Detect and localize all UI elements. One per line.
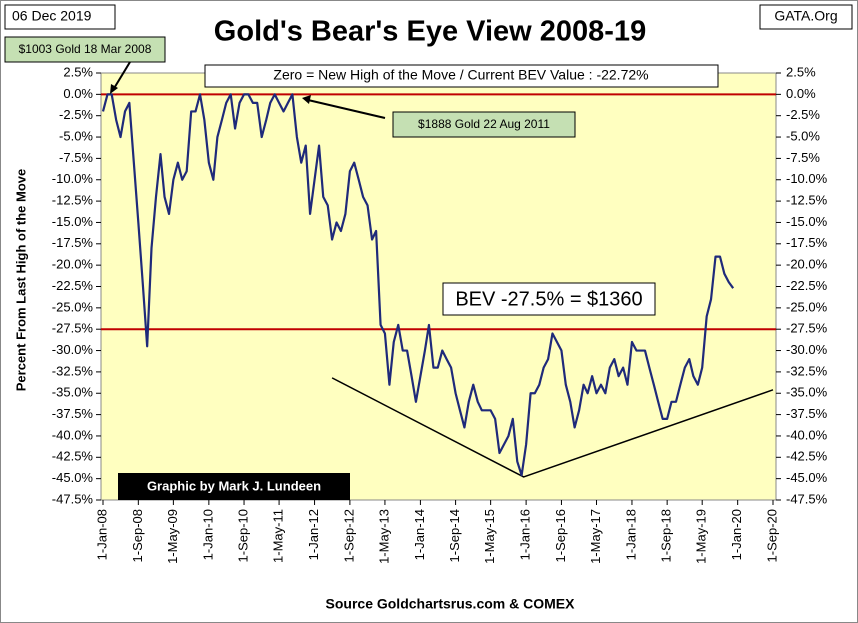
date-box <box>4 4 116 30</box>
y2-tick-label: -45.0% <box>786 470 828 485</box>
y-tick-label: -2.5% <box>59 107 93 122</box>
y2-tick-label: -7.5% <box>786 150 820 165</box>
y2-tick-label: -12.5% <box>786 193 828 208</box>
y-tick-label: -22.5% <box>52 278 94 293</box>
x-tick-label: 1-Jan-10 <box>200 509 215 560</box>
x-tick-label: 1-Jan-12 <box>306 509 321 560</box>
y2-tick-label: 2.5% <box>786 64 816 79</box>
y-tick-label: -5.0% <box>59 128 93 143</box>
y-tick-label: -17.5% <box>52 235 94 250</box>
y2-tick-label: -27.5% <box>786 321 828 336</box>
y-tick-label: -35.0% <box>52 385 94 400</box>
y2-tick-label: -32.5% <box>786 363 828 378</box>
series-line <box>101 93 735 477</box>
y2-tick-label: -20.0% <box>786 257 828 272</box>
y-tick-label: -27.5% <box>52 321 94 336</box>
x-tick-label: 1-Sep-20 <box>764 509 779 562</box>
x-tick-label: 1-Sep-08 <box>130 509 145 562</box>
y-tick-label: -42.5% <box>52 449 94 464</box>
note-box <box>4 36 166 63</box>
y2-tick-label: -10.0% <box>786 171 828 186</box>
x-tick-label: 1-Jan-08 <box>94 509 109 560</box>
x-tick-label: 1-Jan-16 <box>518 509 533 560</box>
x-tick-label: 1-May-13 <box>376 509 391 564</box>
arrow-head <box>110 84 118 94</box>
chart-title: Gold's Bear's Eye View 2008-19 <box>214 16 646 48</box>
date-label: 06 Dec 2019 <box>12 8 92 24</box>
x-tick-label: 1-May-19 <box>694 509 709 564</box>
y2-tick-label: -35.0% <box>786 385 828 400</box>
y-tick-label: -25.0% <box>52 299 94 314</box>
y-tick-label: -45.0% <box>52 470 94 485</box>
y-tick-label: -15.0% <box>52 214 94 229</box>
x-tick-label: 1-Sep-14 <box>447 509 462 562</box>
marks: 2.5% 2.5% 0.0% 0.0% -2.5% -2.5% -5.0% -5.0% -7.5… <box>52 64 828 563</box>
note: Zero = New High of the Move / Current BE… <box>273 67 648 83</box>
x-tick-label: 1-Sep-18 <box>659 509 674 562</box>
y2-tick-label: -25.0% <box>786 299 828 314</box>
y2-tick-label: -40.0% <box>786 427 828 442</box>
y-tick-label: -32.5% <box>52 363 94 378</box>
source-tag-box <box>759 4 853 30</box>
note: BEV -27.5% = $1360 <box>455 288 642 310</box>
y2-tick-label: -47.5% <box>786 491 828 506</box>
note: $1888 Gold 22 Aug 2011 <box>418 117 550 131</box>
y-tick-label: -7.5% <box>59 150 93 165</box>
y-tick-label: -30.0% <box>52 342 94 357</box>
arrow <box>307 99 386 119</box>
y2-tick-label: -5.0% <box>786 128 820 143</box>
y-tick-label: 0.0% <box>63 86 93 101</box>
arrow <box>112 61 131 91</box>
x-tick-label: 1-Jan-18 <box>623 509 638 560</box>
x-tick-label: 1-May-17 <box>588 509 603 564</box>
y-tick-label: 2.5% <box>63 64 93 79</box>
x-tick-label: 1-Sep-10 <box>235 509 250 562</box>
y-tick-label: -10.0% <box>52 171 94 186</box>
x-axis-label: Source Goldchartsrus.com & COMEX <box>326 596 576 612</box>
credit: Graphic by Mark J. Lundeen <box>147 478 321 493</box>
note-box <box>204 64 719 88</box>
x-tick-label: 1-Sep-12 <box>341 509 356 562</box>
y-tick-label: -37.5% <box>52 406 94 421</box>
x-tick-label: 1-Jan-20 <box>729 509 744 560</box>
x-tick-label: 1-May-09 <box>165 509 180 564</box>
source-tag: GATA.Org <box>774 8 837 24</box>
y-tick-label: -20.0% <box>52 257 94 272</box>
y2-tick-label: -15.0% <box>786 214 828 229</box>
note-box <box>442 282 656 316</box>
y2-tick-label: -42.5% <box>786 449 828 464</box>
y-tick-label: -47.5% <box>52 491 94 506</box>
y-axis-label: Percent From Last High of the Move <box>13 169 28 391</box>
y2-tick-label: -17.5% <box>786 235 828 250</box>
y2-tick-label: -22.5% <box>786 278 828 293</box>
y2-tick-label: -30.0% <box>786 342 828 357</box>
y2-tick-label: -2.5% <box>786 107 820 122</box>
note-box <box>392 111 576 138</box>
arrow-head <box>302 95 311 104</box>
y-tick-label: -40.0% <box>52 427 94 442</box>
x-tick-label: 1-May-15 <box>482 509 497 564</box>
y2-tick-label: -37.5% <box>786 406 828 421</box>
annotations: $1003 Gold 18 Mar 2008 Zero = New High o… <box>4 36 719 500</box>
x-tick-label: 1-Jan-14 <box>412 509 427 560</box>
y2-tick-label: 0.0% <box>786 86 816 101</box>
note: $1003 Gold 18 Mar 2008 <box>19 42 152 56</box>
x-tick-label: 1-May-11 <box>271 509 286 563</box>
trend-line <box>331 377 774 478</box>
credit-box <box>118 473 350 500</box>
x-tick-label: 1-Sep-16 <box>553 509 568 562</box>
y-tick-label: -12.5% <box>52 193 94 208</box>
